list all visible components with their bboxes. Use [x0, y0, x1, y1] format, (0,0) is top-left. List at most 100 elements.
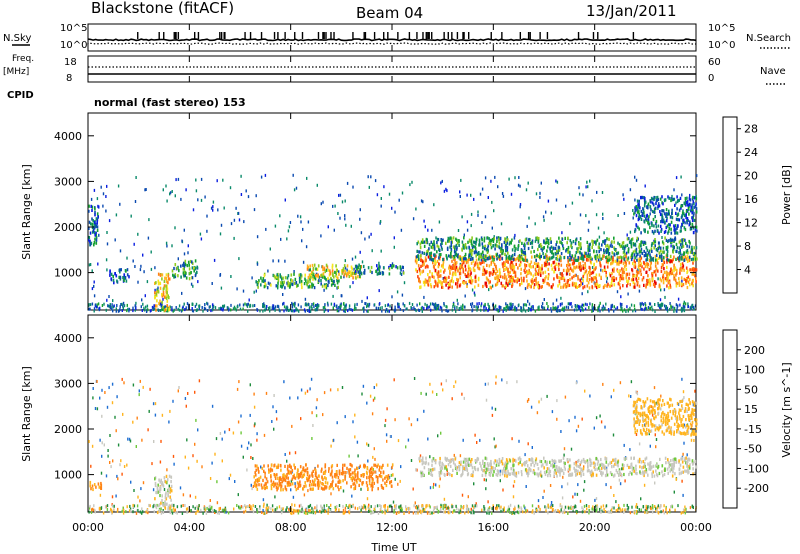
heatmap-cell: [416, 418, 419, 422]
heatmap-cell: [432, 258, 434, 262]
heatmap-cell: [589, 273, 591, 277]
heatmap-cell: [687, 207, 690, 211]
heatmap-cell: [211, 461, 213, 465]
heatmap-cell: [501, 192, 504, 195]
heatmap-cell: [197, 428, 199, 432]
heatmap-cell: [473, 506, 476, 510]
heatmap-cell: [116, 279, 118, 283]
heatmap-cell: [688, 212, 690, 216]
heatmap-cell: [666, 284, 668, 288]
heatmap-cell: [511, 276, 513, 280]
heatmap-cell: [588, 306, 590, 309]
heatmap-cell: [453, 453, 455, 457]
heatmap-cell: [513, 480, 516, 484]
heatmap-cell: [651, 475, 653, 479]
heatmap-cell: [384, 309, 387, 313]
heatmap-cell: [620, 304, 622, 308]
heatmap-cell: [673, 490, 675, 494]
heatmap-cell: [567, 256, 569, 260]
heatmap-cell: [160, 511, 163, 515]
heatmap-cell: [282, 283, 285, 287]
heatmap-cell: [623, 264, 626, 269]
heatmap-cell: [585, 269, 588, 273]
heatmap-cell: [293, 302, 295, 306]
heatmap-cell: [516, 510, 519, 514]
heatmap-cell: [379, 221, 381, 225]
heatmap-cell: [463, 281, 465, 285]
heatmap-cell: [462, 280, 464, 284]
heatmap-cell: [536, 253, 538, 257]
heatmap-cell: [111, 504, 114, 508]
heatmap-cell: [552, 283, 554, 287]
heatmap-cell: [509, 270, 511, 274]
heatmap-cell: [223, 304, 226, 308]
heatmap-cell: [603, 231, 605, 235]
heatmap-cell: [680, 276, 683, 280]
heatmap-cell: [657, 256, 660, 260]
heatmap-cell: [442, 277, 444, 280]
heatmap-cell: [616, 258, 619, 262]
heatmap-cell: [498, 305, 500, 309]
heatmap-cell: [677, 218, 679, 222]
heatmap-cell: [515, 258, 517, 262]
heatmap-cell: [451, 308, 454, 312]
heatmap-cell: [635, 269, 638, 273]
heatmap-cell: [453, 255, 456, 259]
heatmap-cell: [577, 265, 580, 269]
heatmap-cell: [538, 307, 540, 311]
heatmap-cell: [691, 282, 693, 286]
heatmap-cell: [643, 249, 645, 254]
heatmap-cell: [440, 181, 442, 185]
heatmap-cell: [390, 435, 392, 438]
heatmap-cell: [481, 238, 483, 242]
heatmap-cell: [249, 413, 251, 417]
heatmap-cell: [565, 272, 568, 276]
heatmap-cell: [198, 307, 200, 311]
heatmap-cell: [683, 441, 685, 445]
heatmap-cell: [653, 197, 655, 201]
heatmap-cell: [288, 283, 290, 287]
heatmap-cell: [300, 305, 302, 309]
heatmap-cell: [112, 309, 114, 313]
heatmap-cell: [351, 494, 353, 498]
heatmap-cell: [403, 304, 406, 308]
heatmap-cell: [223, 206, 225, 210]
heatmap-cell: [574, 242, 577, 246]
heatmap-cell: [690, 205, 692, 209]
heatmap-cell: [236, 504, 238, 507]
heatmap-cell: [575, 285, 577, 289]
heatmap-cell: [379, 504, 381, 507]
heatmap-cell: [196, 265, 198, 269]
heatmap-cell: [682, 302, 685, 306]
heatmap-cell: [325, 263, 328, 267]
heatmap-cell: [159, 273, 162, 277]
heatmap-cell: [595, 416, 598, 420]
heatmap-cell: [119, 463, 121, 467]
heatmap-cell: [506, 236, 508, 240]
heatmap-cell: [478, 241, 481, 245]
heatmap-cell: [295, 186, 298, 190]
heatmap-cell: [558, 262, 560, 266]
heatmap-cell: [681, 479, 683, 483]
heatmap-cell: [90, 204, 92, 208]
heatmap-cell: [280, 507, 282, 511]
heatmap-cell: [262, 279, 265, 283]
heatmap-cell: [492, 268, 494, 272]
heatmap-cell: [542, 306, 544, 310]
heatmap-cell: [196, 507, 199, 511]
heatmap-cell: [496, 269, 499, 273]
heatmap-cell: [603, 507, 605, 511]
heatmap-cell: [668, 286, 670, 290]
heatmap-cell: [682, 306, 684, 310]
heatmap-cell: [515, 262, 517, 266]
heatmap-cell: [695, 195, 697, 199]
heatmap-cell: [99, 306, 101, 310]
heatmap-cell: [88, 263, 91, 267]
heatmap-cell: [182, 493, 185, 497]
heatmap-cell: [290, 282, 292, 286]
heatmap-cell: [294, 302, 296, 306]
heatmap-cell: [451, 285, 453, 289]
heatmap-cell: [680, 206, 682, 210]
heatmap-cell: [296, 284, 298, 288]
heatmap-cell: [561, 302, 563, 306]
